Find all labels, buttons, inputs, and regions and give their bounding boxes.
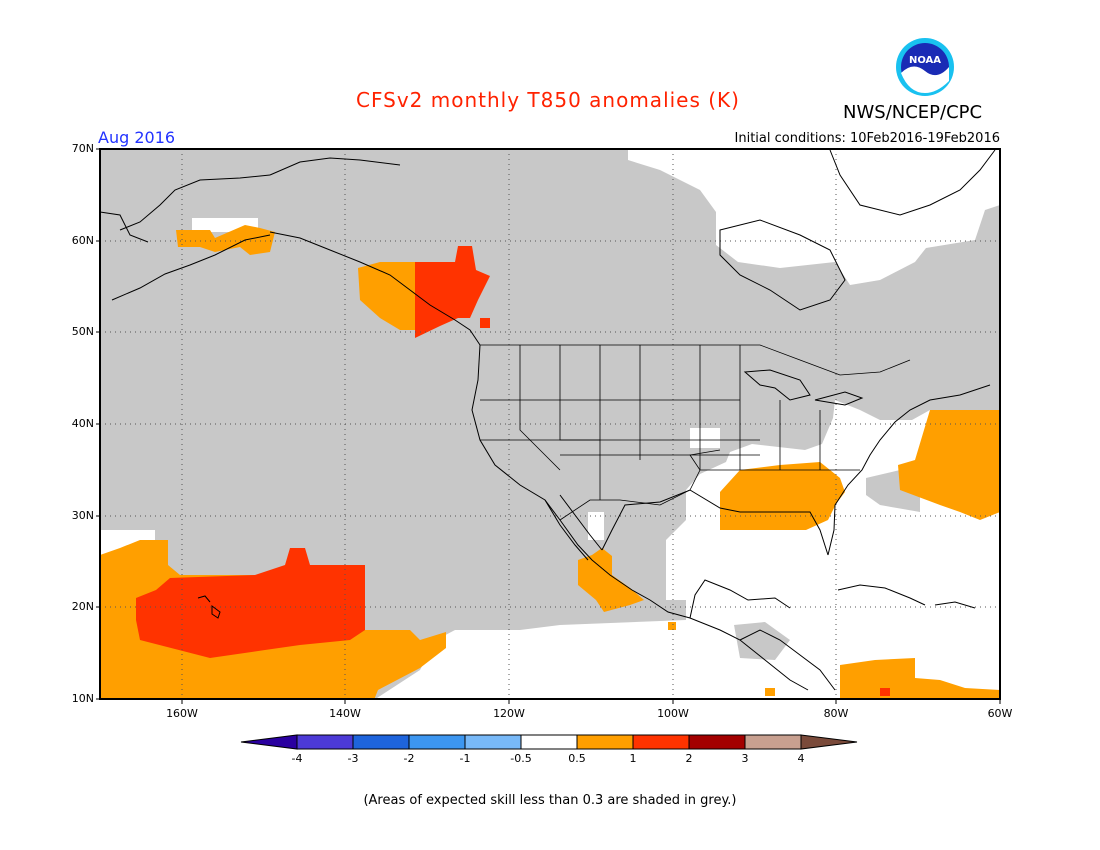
lon-label-80w: 80W <box>823 707 849 720</box>
colorbar-arrow-low <box>240 734 298 750</box>
colorbar-label: 0.5 <box>568 752 586 765</box>
map-ticks <box>96 148 1001 704</box>
forecast-period: Aug 2016 <box>98 128 176 147</box>
colorbar-bin <box>408 734 466 750</box>
lat-label-50n: 50N <box>71 325 94 338</box>
colorbar-label: 2 <box>685 752 693 765</box>
colorbar <box>240 734 858 750</box>
colorbar-bin <box>296 734 354 750</box>
lat-label-30n: 30N <box>71 509 94 522</box>
lat-label-70n: 70N <box>71 142 94 155</box>
lat-label-40n: 40N <box>71 417 94 430</box>
map-title: CFSv2 monthly T850 anomalies (K) <box>356 88 740 112</box>
coastlines <box>100 149 996 691</box>
political-borders <box>480 344 911 521</box>
logo-text: NOAA <box>909 55 941 66</box>
lon-label-120w: 120W <box>493 707 525 720</box>
colorbar-bin <box>520 734 578 750</box>
colorbar-bin <box>744 734 802 750</box>
colorbar-bin <box>632 734 690 750</box>
lat-label-10n: 10N <box>71 692 94 705</box>
colorbar-label: -3 <box>347 752 359 765</box>
lat-label-60n: 60N <box>71 234 94 247</box>
graticule <box>100 149 1000 699</box>
noaa-logo: NOAA <box>896 38 954 96</box>
colorbar-label: -2 <box>403 752 415 765</box>
colorbar-label: -1 <box>459 752 471 765</box>
lon-label-140w: 140W <box>329 707 361 720</box>
lat-label-20n: 20N <box>71 600 94 613</box>
colorbar-bin <box>576 734 634 750</box>
lon-label-100w: 100W <box>657 707 689 720</box>
colorbar-label: 4 <box>797 752 805 765</box>
anomaly-red-areas <box>136 246 890 696</box>
colorbar-bin <box>688 734 746 750</box>
colorbar-bin <box>464 734 522 750</box>
initial-conditions: Initial conditions: 10Feb2016-19Feb2016 <box>734 131 1000 146</box>
colorbar-arrow-high <box>800 734 858 750</box>
colorbar-label: 1 <box>629 752 637 765</box>
lon-label-160w: 160W <box>166 707 198 720</box>
white-holes <box>100 218 880 555</box>
colorbar-bin <box>352 734 410 750</box>
colorbar-label: -0.5 <box>510 752 532 765</box>
skill-footnote: (Areas of expected skill less than 0.3 a… <box>363 793 737 808</box>
colorbar-label: 3 <box>741 752 749 765</box>
colorbar-label: -4 <box>291 752 303 765</box>
lon-label-60w: 60W <box>987 707 1013 720</box>
organization-label: NWS/NCEP/CPC <box>843 102 983 123</box>
